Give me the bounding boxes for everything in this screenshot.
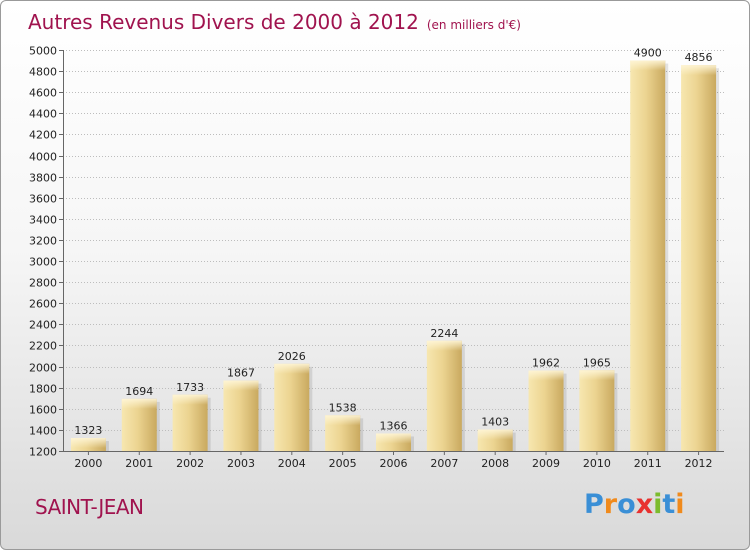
- labels: 1200 1400 1600 1800 2000 2200 2400 2600 2800 3000…: [29, 45, 713, 471]
- y-tick-label: 4800: [29, 66, 57, 79]
- bars: [70, 60, 720, 451]
- bar-highlight: [70, 438, 106, 449]
- data-label: 1403: [481, 416, 509, 429]
- y-tick-label: 4200: [29, 129, 57, 142]
- x-tick-label: 2008: [481, 457, 509, 470]
- x-tick-label: 2011: [634, 457, 662, 470]
- x-tick-label: 2012: [685, 457, 713, 470]
- bar-2004: [274, 363, 310, 451]
- y-tick-label: 2800: [29, 277, 57, 290]
- data-label: 1867: [227, 367, 255, 380]
- y-tick-label: 2200: [29, 340, 57, 353]
- axes: [59, 50, 724, 455]
- y-tick-label: 1400: [29, 425, 57, 438]
- y-tick-label: 4000: [29, 151, 57, 164]
- y-tick-label: 3400: [29, 214, 57, 227]
- data-label: 1965: [583, 356, 611, 369]
- data-label: 1962: [532, 357, 560, 370]
- logo-letter: o: [617, 489, 636, 520]
- y-tick-label: 3000: [29, 256, 57, 269]
- bar-highlight: [223, 380, 259, 391]
- bar-2012: [681, 65, 717, 451]
- bar-2011: [630, 60, 666, 451]
- bar-highlight: [681, 65, 717, 76]
- y-tick-label: 5000: [29, 45, 57, 58]
- bar-2007: [426, 340, 462, 451]
- y-tick-label: 1200: [29, 446, 57, 459]
- data-label: 1733: [176, 381, 204, 394]
- bar-highlight: [630, 60, 666, 71]
- bar-highlight: [477, 429, 513, 440]
- y-tick-label: 4600: [29, 87, 57, 100]
- y-tick-label: 2000: [29, 362, 57, 375]
- x-tick-label: 2000: [74, 457, 102, 470]
- chart-title-block: Autres Revenus Divers de 2000 à 2012 (en …: [28, 10, 521, 34]
- chart-subtitle: (en milliers d'€): [426, 18, 521, 32]
- y-tick-label: 3600: [29, 193, 57, 206]
- x-tick-label: 2004: [278, 457, 306, 470]
- y-tick-label: 4400: [29, 108, 57, 121]
- bar-highlight: [426, 340, 462, 351]
- data-label: 2244: [430, 327, 458, 340]
- bar-2010: [579, 370, 615, 451]
- y-tick-label: 2600: [29, 298, 57, 311]
- x-tick-label: 2006: [380, 457, 408, 470]
- commune-name: SAINT-JEAN: [35, 495, 144, 519]
- logo-letter: t: [662, 489, 676, 520]
- bar-highlight: [579, 370, 615, 381]
- bar-highlight: [121, 398, 157, 409]
- grid-lines: [63, 50, 724, 431]
- data-label: 1366: [380, 419, 408, 432]
- x-tick-label: 2003: [227, 457, 255, 470]
- y-tick-label: 1800: [29, 383, 57, 396]
- data-label: 1538: [329, 401, 357, 414]
- y-tick-label: 3800: [29, 172, 57, 185]
- x-tick-label: 2007: [430, 457, 458, 470]
- x-tick-label: 2010: [583, 457, 611, 470]
- data-label: 1694: [125, 385, 153, 398]
- bar-2003: [223, 380, 259, 451]
- bar-highlight: [274, 363, 310, 374]
- proxiti-logo: Proxiti: [584, 489, 685, 520]
- logo-letter: i: [675, 489, 685, 520]
- logo-letter: x: [635, 489, 654, 520]
- data-label: 1323: [74, 424, 102, 437]
- data-label: 4856: [685, 51, 713, 64]
- x-tick-label: 2002: [176, 457, 204, 470]
- y-tick-label: 1600: [29, 404, 57, 417]
- logo-letter: P: [584, 489, 604, 520]
- y-tick-label: 2400: [29, 319, 57, 332]
- bar-highlight: [325, 415, 361, 426]
- x-tick-label: 2001: [125, 457, 153, 470]
- logo-letter: r: [603, 489, 618, 520]
- chart-title: Autres Revenus Divers de 2000 à 2012: [28, 10, 419, 34]
- x-tick-label: 2009: [532, 457, 560, 470]
- data-label: 4900: [634, 47, 662, 60]
- y-tick-label: 3200: [29, 235, 57, 248]
- bar-highlight: [172, 394, 208, 405]
- bar-highlight: [528, 370, 564, 381]
- logo-letter: i: [653, 489, 663, 520]
- bar-2009: [528, 370, 564, 451]
- data-label: 2026: [278, 350, 306, 363]
- x-tick-label: 2005: [329, 457, 357, 470]
- bar-highlight: [376, 433, 411, 444]
